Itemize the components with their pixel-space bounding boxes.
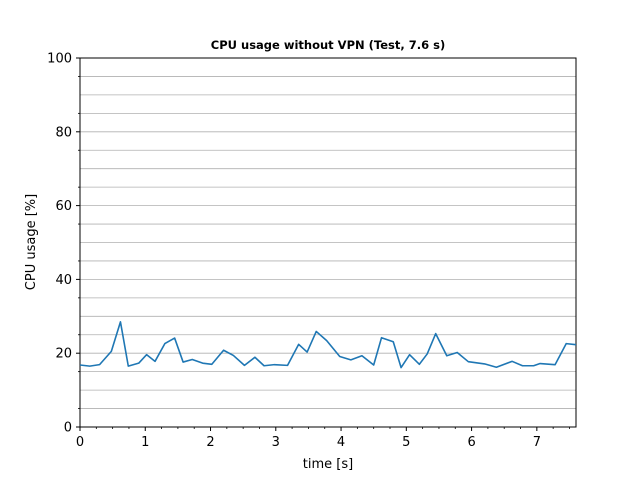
y-tick-label: 0 — [64, 421, 72, 436]
y-tick-label: 60 — [55, 199, 72, 214]
x-tick-label: 1 — [141, 435, 149, 450]
x-tick-label: 3 — [272, 435, 280, 450]
y-tick-label: 80 — [55, 125, 72, 140]
x-tick-label: 4 — [337, 435, 345, 450]
y-tick-label: 100 — [47, 52, 72, 67]
x-tick-label: 2 — [206, 435, 214, 450]
x-tick-label: 6 — [467, 435, 475, 450]
y-axis-label: CPU usage [%] — [24, 194, 39, 290]
x-axis-label: time [s] — [303, 457, 353, 472]
x-tick-label: 5 — [402, 435, 410, 450]
x-tick-label: 0 — [76, 435, 84, 450]
series-layer — [79, 321, 577, 369]
series-line — [79, 321, 577, 369]
x-tick-label: 7 — [533, 435, 541, 450]
y-tick-label: 20 — [55, 347, 72, 362]
y-tick-label: 40 — [55, 273, 72, 288]
axis-ticks: 0 20 40 60 80 100 0 1 2 3 4 5 6 7 — [47, 52, 570, 450]
plot-area-frame — [79, 57, 577, 428]
chart-title: CPU usage without VPN (Test, 7.6 s) — [211, 38, 445, 52]
grid-lines — [80, 76, 576, 409]
